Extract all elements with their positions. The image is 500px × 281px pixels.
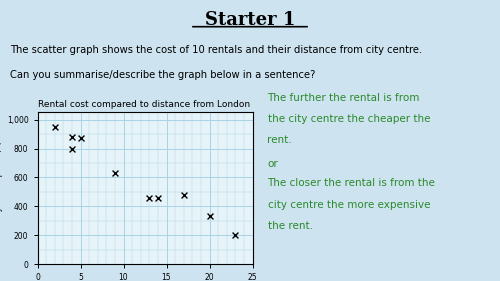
Text: city centre the more expensive: city centre the more expensive: [268, 200, 430, 210]
Text: rent.: rent.: [268, 135, 292, 145]
Point: [76, 136, 84, 141]
Point: [146, 195, 154, 200]
Text: The closer the rental is from the: The closer the rental is from the: [268, 178, 436, 189]
Point: [206, 214, 214, 219]
Point: [111, 171, 119, 175]
Text: Can you summarise/describe the graph below in a sentence?: Can you summarise/describe the graph bel…: [10, 70, 316, 80]
Point: [68, 135, 76, 139]
Text: The scatter graph shows the cost of 10 rentals and their distance from city cent: The scatter graph shows the cost of 10 r…: [10, 45, 422, 55]
Text: Rental cost compared to distance from London: Rental cost compared to distance from Lo…: [38, 100, 250, 109]
Point: [154, 195, 162, 200]
Text: or: or: [268, 159, 278, 169]
Point: [68, 146, 76, 151]
Text: the city centre the cheaper the: the city centre the cheaper the: [268, 114, 430, 124]
Point: [232, 233, 239, 237]
Point: [50, 124, 58, 129]
Text: Starter 1: Starter 1: [205, 11, 295, 29]
Y-axis label: weekly rental price (£): weekly rental price (£): [0, 141, 2, 236]
Text: the rent.: the rent.: [268, 221, 312, 231]
Text: The further the rental is from: The further the rental is from: [268, 93, 420, 103]
Point: [180, 192, 188, 197]
